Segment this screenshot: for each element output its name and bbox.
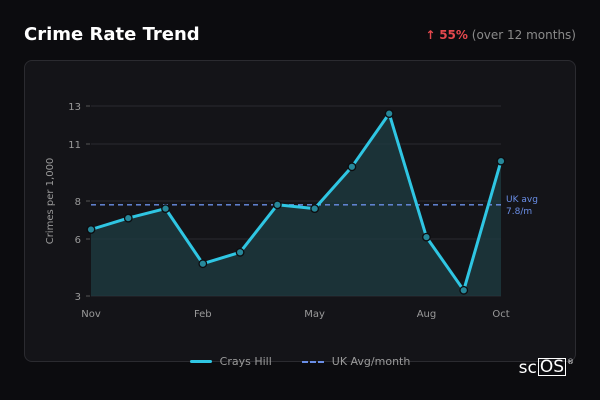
data-point-fill (125, 215, 132, 222)
series-line (90, 112, 503, 292)
data-point-fill (498, 158, 504, 165)
legend-label-reference: UK Avg/month (331, 355, 411, 368)
change-arrow: ↑ (425, 28, 436, 42)
x-tick-label: Aug (417, 309, 437, 320)
y-tick-label: 13 (68, 102, 81, 113)
data-point-fill (460, 287, 467, 294)
legend-label-series: Crays Hill (219, 355, 272, 368)
logo-prefix: sc (518, 358, 537, 378)
legend-item-reference[interactable]: UK Avg/month (301, 355, 411, 368)
logo-boxed: OS (537, 357, 566, 377)
data-point-fill (88, 226, 94, 233)
logo-registered-mark: ® (567, 358, 574, 366)
chart-title: Crime Rate Trend (24, 24, 200, 45)
data-point-fill (237, 249, 244, 256)
y-axis-label: Crimes per 1,000 (45, 158, 56, 245)
reference-label-line2: 7.8/m (506, 207, 532, 217)
x-tick-label: Oct (492, 309, 509, 320)
legend-swatch-series (189, 360, 212, 363)
data-point-fill (274, 201, 281, 208)
change-indicator: ↑ 55% (over 12 months) (425, 28, 576, 42)
y-tick-label: 6 (75, 235, 81, 246)
data-point-fill (348, 163, 355, 170)
data-point-fill (162, 205, 169, 212)
data-point-fill (311, 205, 318, 212)
y-tick-label: 8 (75, 197, 81, 208)
reference-label-line1: UK avg (506, 195, 538, 205)
series-area (91, 113, 501, 296)
change-text: (over 12 months) (471, 28, 576, 42)
x-tick-label: May (304, 309, 325, 320)
legend: Crays Hill UK Avg/month (0, 355, 600, 368)
legend-swatch-reference (301, 360, 324, 363)
data-point-fill (199, 260, 206, 267)
brand-logo: sc OS ® (519, 358, 574, 378)
data-point-fill (423, 234, 430, 241)
x-tick-label: Feb (194, 309, 212, 320)
y-tick-label: 11 (68, 140, 81, 151)
y-tick-label: 3 (75, 292, 81, 303)
legend-item-series[interactable]: Crays Hill (189, 355, 272, 368)
change-percent: 55% (439, 28, 468, 42)
data-point-fill (386, 110, 393, 117)
x-tick-label: Nov (81, 309, 101, 320)
